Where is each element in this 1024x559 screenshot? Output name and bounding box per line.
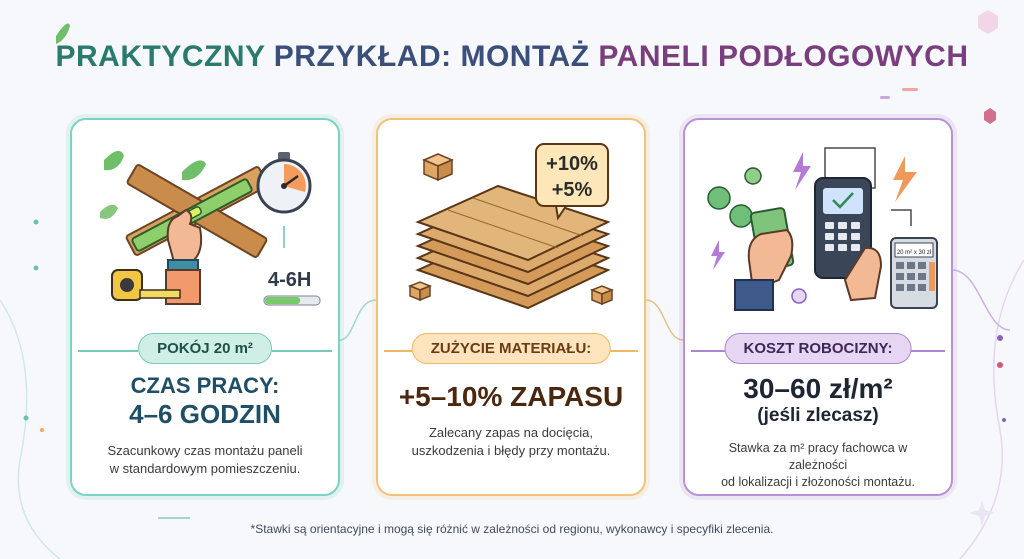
- calculator-icon: 20 m² x 30 zł: [890, 237, 938, 309]
- lightning-icon: [793, 152, 811, 190]
- title-part-2: PRZYKŁAD: MONTAŻ: [273, 40, 590, 73]
- hand-icon: [165, 208, 203, 305]
- coin-icon: [707, 167, 762, 228]
- floor-panels-stack-icon: [415, 184, 611, 310]
- divider: [272, 350, 332, 352]
- work-time-description: Szacunkowy czas montażu paneli w standar…: [86, 442, 324, 477]
- box-icon: [422, 153, 454, 182]
- footnote: *Stawki są orientacyjne i mogą się różni…: [250, 522, 774, 536]
- title-part-3: PANELI PODŁOGOWYCH: [598, 40, 969, 73]
- stopwatch-icon: [256, 152, 312, 214]
- tape-measure-icon: [111, 269, 181, 301]
- labor-cost-description: Stawka za m² pracy fachowca w zależności…: [699, 440, 937, 491]
- description-line: uszkodzenia i błędy przy montażu.: [411, 442, 611, 458]
- level-and-stopwatch-illustration: 4-6H: [100, 150, 321, 306]
- box-icon: [407, 281, 433, 302]
- page-title: PRAKTYCZNY PRZYKŁAD: MONTAŻ PANELI PODŁO…: [0, 40, 1024, 74]
- divider: [691, 350, 731, 352]
- leaf-icon: [104, 150, 124, 171]
- labor-cost-value: 30–60 zł/m²: [743, 373, 893, 404]
- labor-cost-subvalue: (jeśli zlecasz): [757, 405, 879, 426]
- material-usage-value: +5–10% ZAPASU: [398, 381, 624, 412]
- cash-hand-icon: [734, 207, 795, 311]
- divider: [598, 350, 638, 352]
- description-line: Stawka za m² pracy fachowca w zależności: [728, 441, 908, 472]
- card-material-usage: +10% +5% ZUŻYCIE MATERIAŁU: +5–10% ZAPAS…: [376, 118, 646, 496]
- bubble-text-top: +10%: [546, 153, 598, 175]
- work-time-value: 4–6 GODZIN: [129, 399, 281, 429]
- card-work-time: 4-6H POKÓJ 20 m² CZAS PRACY: 4–6 GODZIN …: [70, 118, 340, 496]
- lightning-icon: [711, 240, 725, 270]
- room-size-tag: POKÓJ 20 m²: [138, 333, 272, 364]
- panel-stack-illustration: +10% +5%: [407, 143, 615, 310]
- calculator-display-text: 20 m² x 30 zł: [897, 250, 932, 256]
- lightning-icon: [893, 156, 917, 202]
- leaf-icon: [182, 160, 206, 181]
- coin-icon: [791, 288, 807, 304]
- payment-terminal-icon: [814, 147, 883, 302]
- description-line: w standardowym pomieszczeniu.: [109, 460, 301, 476]
- description-line: Szacunkowy czas montażu paneli: [107, 443, 303, 458]
- labor-cost-tag: KOSZT ROBOCIZNY:: [724, 333, 912, 364]
- payment-illustration: 20 m² x 30 zł: [707, 147, 938, 311]
- description-line: Zalecany zapas na docięcia,: [428, 425, 594, 440]
- material-usage-tag: ZUŻYCIE MATERIAŁU:: [411, 333, 611, 364]
- work-time-heading: CZAS PRACY:: [130, 373, 280, 398]
- material-usage-description: Zalecany zapas na docięcia, uszkodzenia …: [392, 424, 630, 459]
- divider: [78, 350, 138, 352]
- illustration-duration-label: 4-6H: [268, 269, 311, 291]
- percentage-bubble: +10% +5%: [535, 143, 609, 221]
- progress-bar-fill: [265, 297, 301, 304]
- divider: [384, 350, 424, 352]
- description-line: od lokalizacji i złożoności montażu.: [721, 474, 915, 489]
- box-icon: [589, 285, 615, 306]
- divider: [905, 350, 945, 352]
- card-labor-cost: 20 m² x 30 zł KOSZT ROBOCIZNY: 30–60 zł/…: [683, 118, 953, 496]
- title-part-1: PRAKTYCZNY: [55, 40, 265, 73]
- leaf-icon: [100, 204, 118, 219]
- bubble-text-bottom: +5%: [552, 179, 593, 201]
